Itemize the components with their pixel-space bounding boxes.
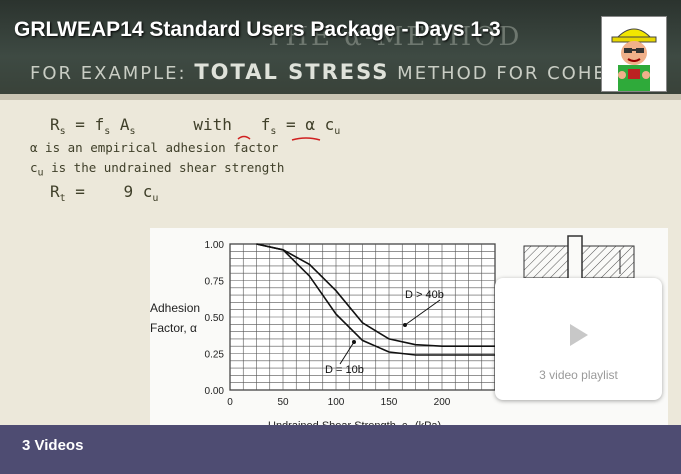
x-tick-label: 50 <box>277 397 289 408</box>
channel-avatar[interactable] <box>601 16 667 92</box>
y-axis-label-line2: Factor, α <box>150 321 197 335</box>
video-title[interactable]: GRLWEAP14 Standard Users Package - Days … <box>14 18 501 41</box>
series-label-arrowhead <box>403 323 407 327</box>
series-line <box>256 243 495 347</box>
formula-rs: Rs = fs As with fs = α cu <box>50 115 341 138</box>
cu-definition-text: is the undrained shear strength <box>51 160 285 175</box>
playlist-overlay[interactable]: 3 video playlist <box>495 278 662 400</box>
bottom-bar: 3 Videos <box>0 425 681 474</box>
red-underline-marks <box>237 135 321 141</box>
rt-coefficient: 9 <box>123 182 134 201</box>
x-tick-label: 0 <box>227 397 233 408</box>
slide-subtitle: FOR EXAMPLE: TOTAL STRESS METHOD FOR COH… <box>30 60 681 84</box>
series-line <box>256 243 495 356</box>
play-icon[interactable] <box>568 322 590 348</box>
series-label-arrow <box>404 299 441 326</box>
videos-count[interactable]: 3 Videos <box>22 437 84 454</box>
y-axis-label-line1: Adhesion <box>150 301 200 315</box>
x-tick-label: 150 <box>381 397 398 408</box>
subtitle-suffix: METHOD FOR COHESI <box>389 63 628 84</box>
y-tick-label: 0.50 <box>205 313 225 324</box>
chart-ticks: 0 50 100 150 200 0.00 0.25 0.50 0.75 1.00 <box>205 240 451 408</box>
cu-definition: cu is the undrained shear strength <box>30 160 285 179</box>
chart-grid <box>229 243 496 391</box>
subtitle-prefix: FOR EXAMPLE: <box>30 63 195 84</box>
formula-rt: Rt = 9 cu <box>50 182 159 205</box>
x-tick-label: 200 <box>434 397 451 408</box>
x-tick-label: 100 <box>328 397 345 408</box>
subtitle-main: TOTAL STRESS <box>194 60 390 84</box>
y-tick-label: 0.75 <box>205 277 225 288</box>
series-label: D > 40b <box>405 289 444 301</box>
alpha-definition: α is an empirical adhesion factor <box>30 140 279 155</box>
series-label-arrow <box>339 341 355 365</box>
pile-sketch-icon <box>523 235 635 283</box>
y-tick-label: 0.00 <box>205 386 225 397</box>
series-label: D = 10b <box>325 364 364 376</box>
cartoon-engineer-icon <box>602 17 666 91</box>
slide-title: THE α-METHOD <box>265 22 523 52</box>
chart-series: D > 40b D = 10b <box>256 243 495 376</box>
slide-header: THE α-METHOD FOR EXAMPLE: TOTAL STRESS M… <box>0 0 681 94</box>
header-divider <box>0 94 681 100</box>
formula-with: with <box>193 115 232 134</box>
y-tick-label: 1.00 <box>205 240 225 251</box>
playlist-label: 3 video playlist <box>539 368 618 382</box>
series-label-arrowhead <box>352 340 356 344</box>
y-tick-label: 0.25 <box>205 350 225 361</box>
